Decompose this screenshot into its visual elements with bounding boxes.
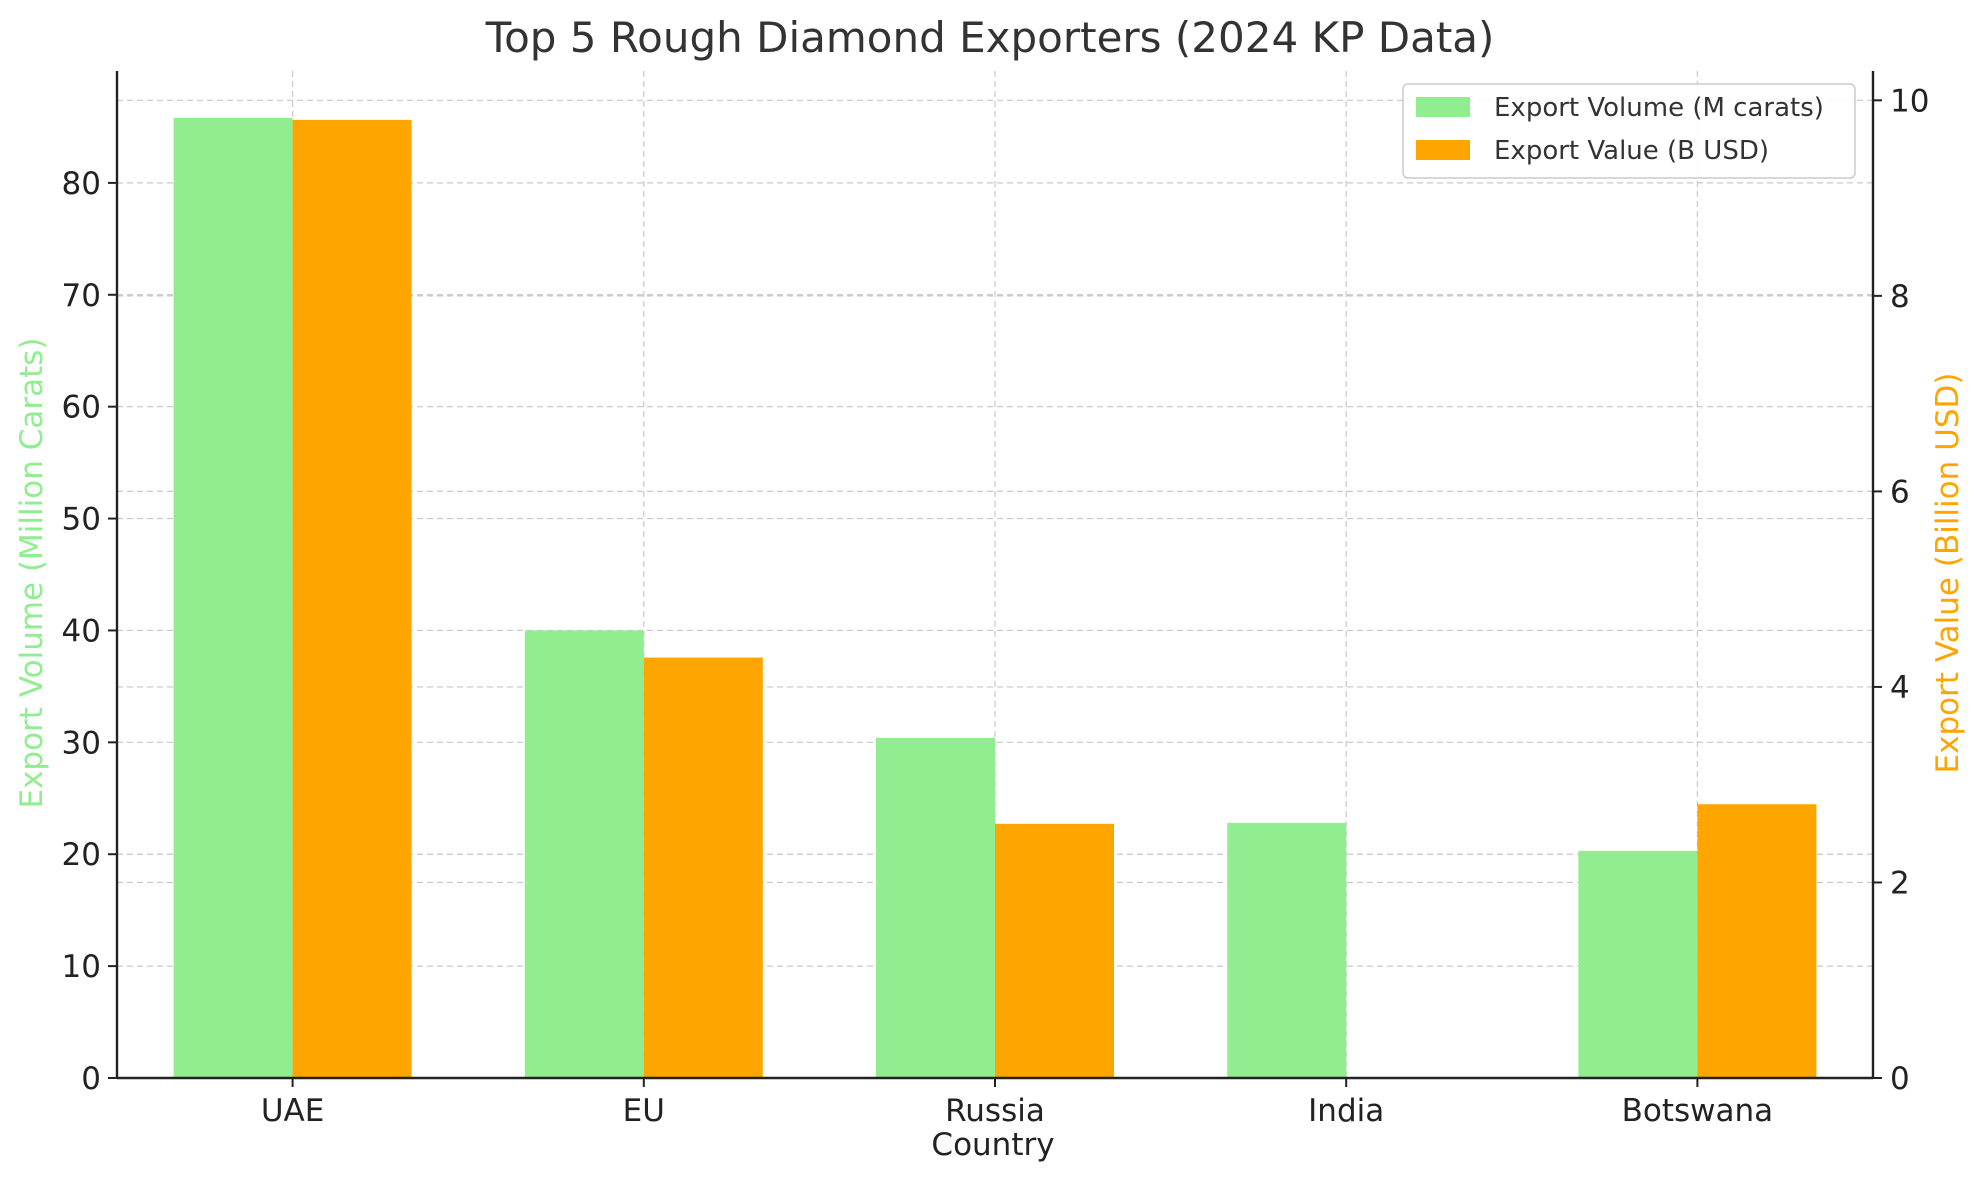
y-left-tick-label: 0	[81, 1061, 101, 1097]
y-right-tick-label: 8	[1890, 279, 1910, 315]
y-right-tick-label: 4	[1890, 670, 1910, 706]
bar-volume	[524, 630, 644, 1078]
bar-volume	[173, 117, 293, 1078]
y-left-tick-label: 10	[62, 949, 101, 985]
y-left-tick-label: 60	[62, 390, 101, 426]
bar-value	[995, 823, 1114, 1078]
legend-swatch-volume	[1416, 97, 1470, 117]
bar-value	[643, 657, 763, 1078]
y-left-tick-label: 30	[62, 725, 101, 761]
y-axis-left-title: Export Volume (Million Carats)	[14, 337, 50, 808]
y-left-tick-label: 70	[62, 278, 101, 314]
axes-layer	[108, 71, 1882, 1087]
y-right-tick-label: 10	[1890, 83, 1929, 119]
y-axis-right-title: Export Value (Billion USD)	[1930, 373, 1966, 774]
x-tick-label: EU	[623, 1093, 665, 1129]
y-left-tick-label: 40	[62, 613, 101, 649]
x-tick-label: Botswana	[1622, 1093, 1774, 1129]
y-right-tick-label: 6	[1890, 474, 1910, 510]
legend-frame	[1402, 83, 1856, 179]
bar-volume	[876, 737, 995, 1078]
x-tick-label: India	[1308, 1093, 1384, 1129]
y-left-tick-label: 50	[62, 502, 101, 538]
y-left-tick-label: 20	[62, 837, 101, 873]
x-tick-label: UAE	[261, 1093, 324, 1129]
labels-layer: 0 10 20 30 40 50 60 70 80 0 2 4 6 8 10 UAE EU Russia India…	[62, 83, 1930, 1129]
bar-value	[1697, 804, 1817, 1078]
bar-volume	[1227, 822, 1347, 1078]
x-tick-label: Russia	[945, 1093, 1045, 1129]
bars-layer	[173, 117, 1817, 1079]
legend-swatch-value	[1416, 140, 1470, 160]
legend-label-volume: Export Volume (M carats)	[1494, 93, 1824, 123]
bar-value	[292, 119, 412, 1079]
legend: Export Volume (M carats) Export Value (B…	[1402, 83, 1856, 179]
y-right-tick-label: 2	[1890, 865, 1910, 901]
legend-label-value: Export Value (B USD)	[1494, 136, 1769, 166]
chart-title: Top 5 Rough Diamond Exporters (2024 KP D…	[485, 13, 1495, 62]
bar-volume	[1578, 850, 1698, 1078]
x-axis-title: Country	[931, 1127, 1054, 1163]
y-right-tick-label: 0	[1890, 1061, 1910, 1097]
y-left-tick-label: 80	[62, 166, 101, 202]
